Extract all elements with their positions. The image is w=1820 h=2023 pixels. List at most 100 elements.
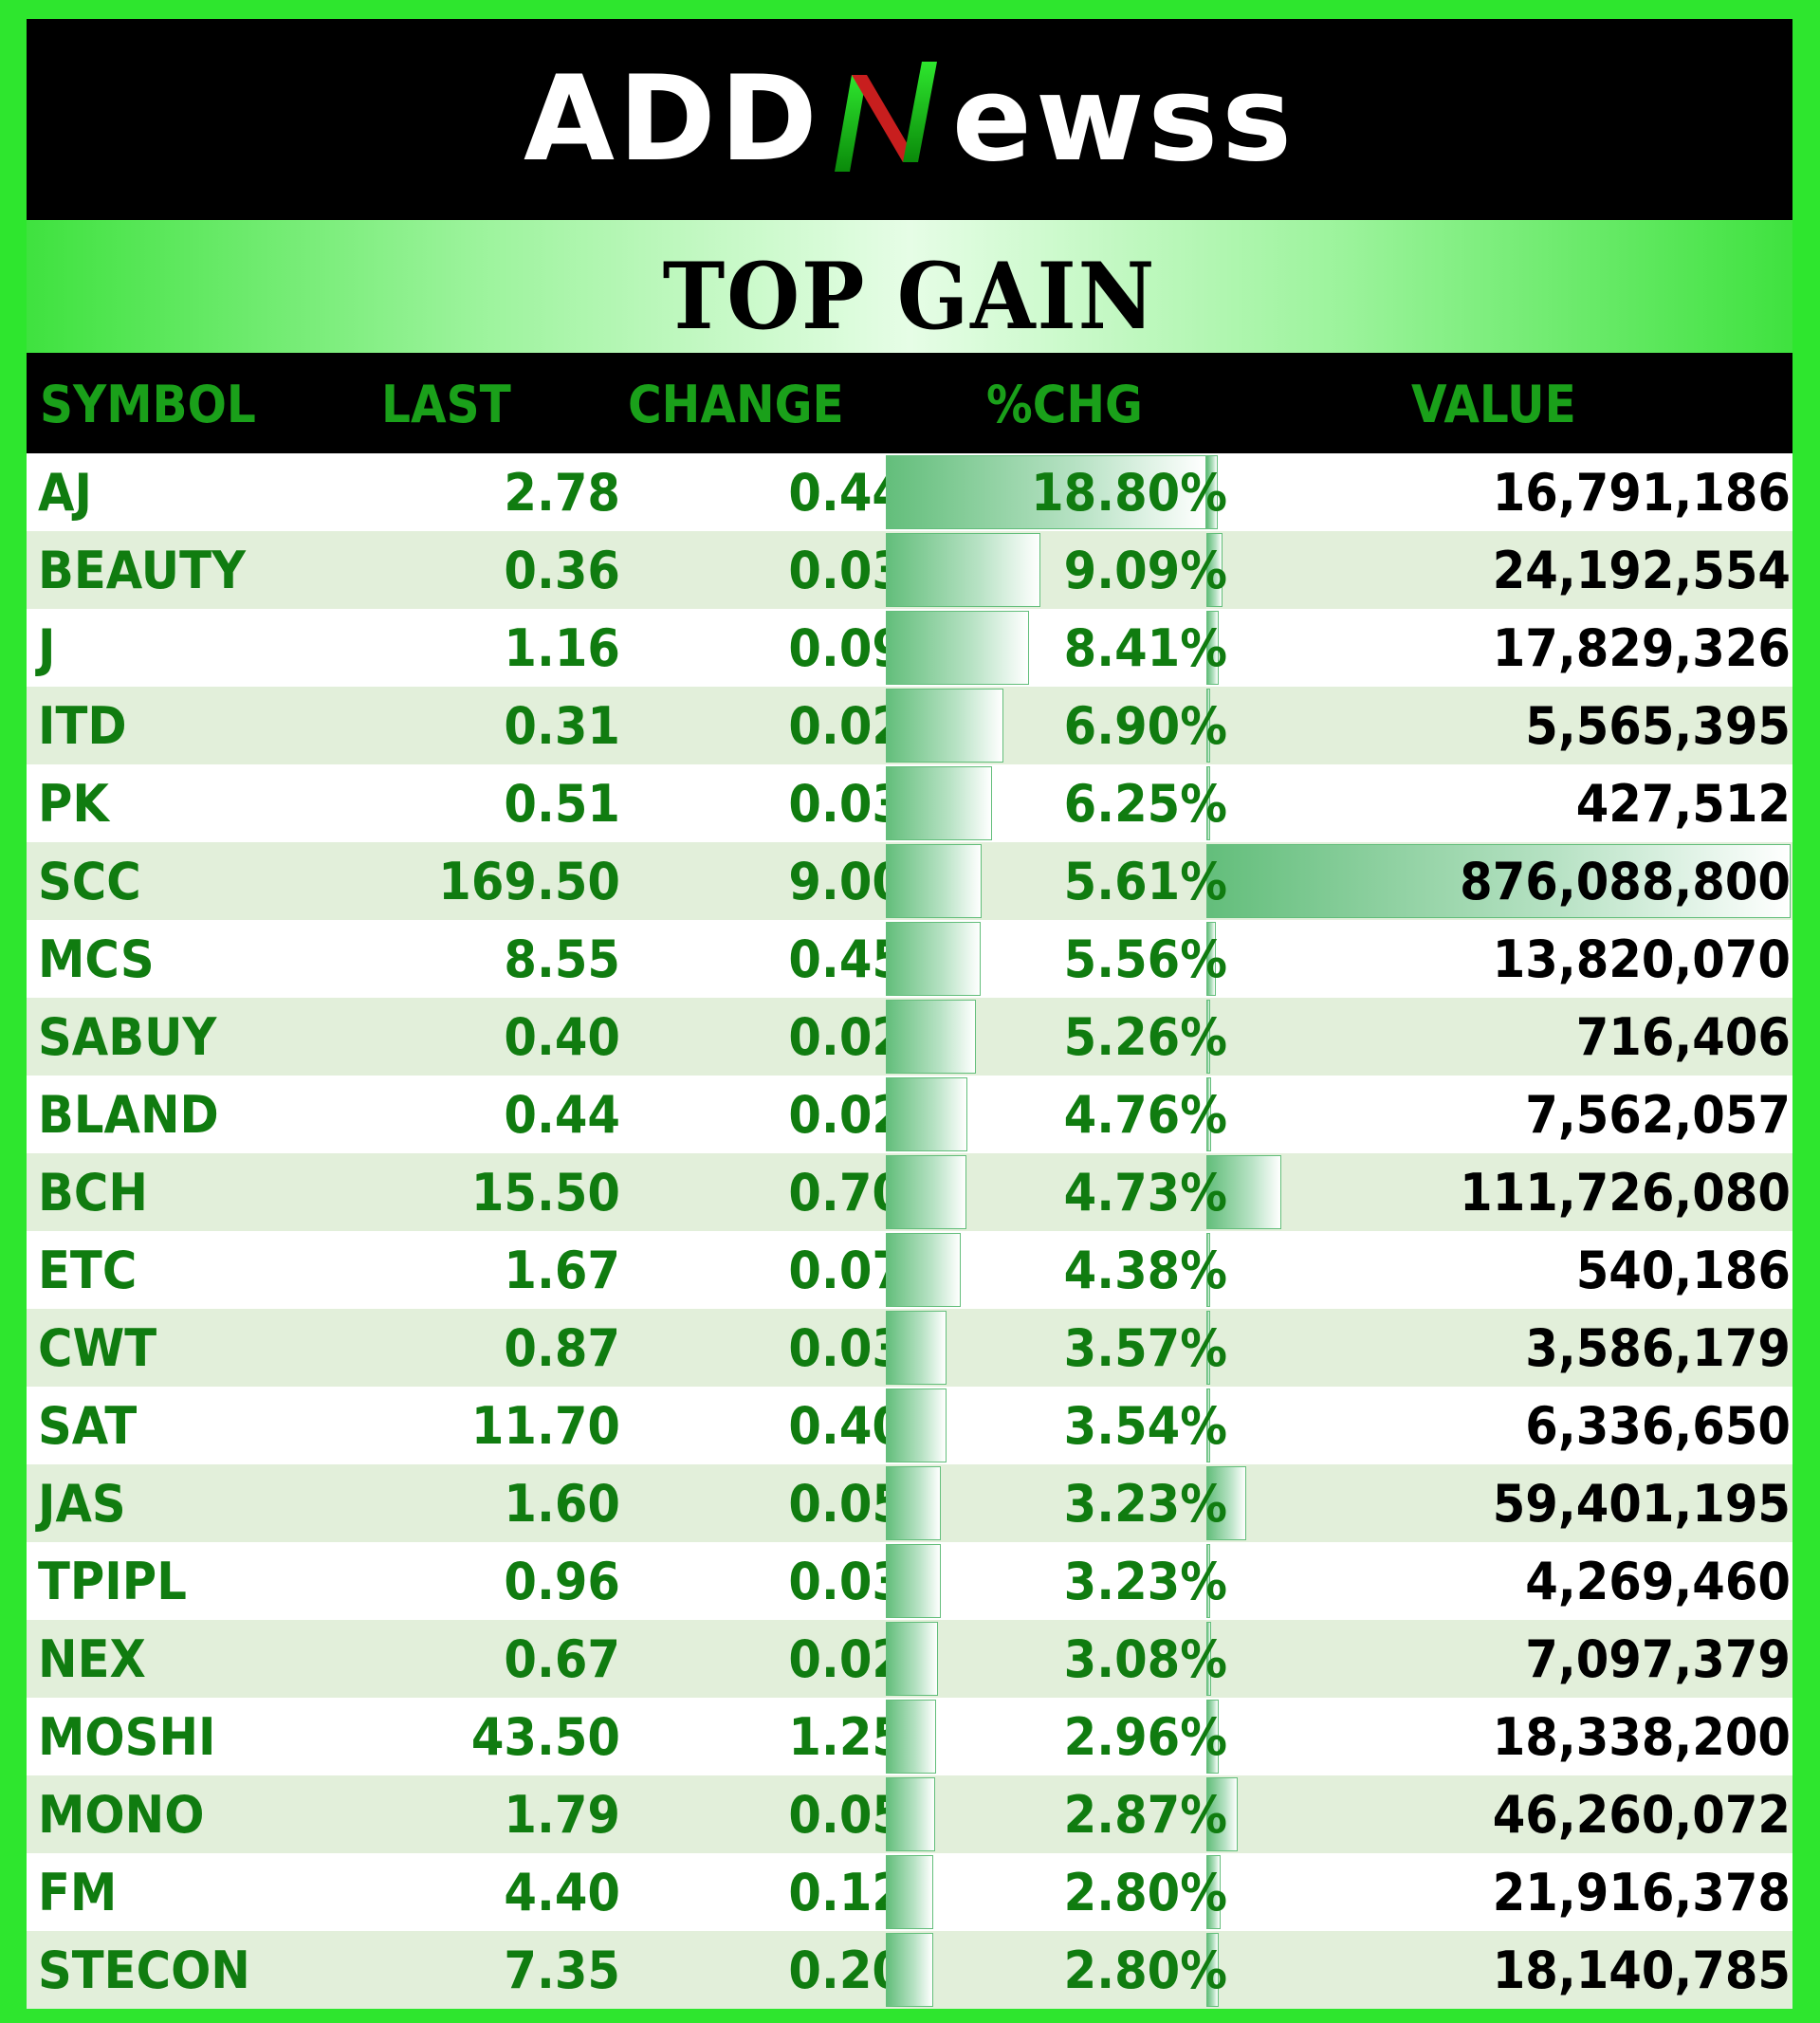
pct-change-cell: 9.09% [1063,541,1227,600]
change-cell: 0.40 [788,1396,905,1456]
table-row: CWT 0.87 0.03 3.57% 3,586,179 [27,1309,1792,1387]
value-databar [1206,1777,1238,1851]
value-databar [1206,455,1218,529]
pct-databar [886,689,1003,763]
change-cell: 0.05 [788,1474,905,1534]
symbol-cell: MONO [38,1785,205,1845]
change-cell: 0.12 [788,1863,905,1922]
col-header-pct: %CHG [986,375,1143,434]
symbol-cell: ITD [38,696,127,756]
change-cell: 0.45 [788,929,905,989]
logo-text-right: ewss [951,51,1296,188]
symbol-cell: PK [38,774,109,834]
col-header-last: LAST [381,375,511,434]
table-row: NEX 0.67 0.02 3.08% 7,097,379 [27,1620,1792,1698]
pct-databar [886,1855,933,1929]
last-cell: 4.40 [504,1863,620,1922]
last-cell: 0.87 [504,1318,620,1378]
value-databar [1206,689,1210,763]
value-cell: 4,269,460 [1525,1552,1791,1611]
change-cell: 0.02 [788,1629,905,1689]
pct-databar [886,844,982,918]
value-databar [1206,533,1223,607]
value-cell: 16,791,186 [1492,463,1791,523]
change-cell: 0.09 [788,618,905,678]
pct-databar [886,1077,967,1151]
pct-change-cell: 4.73% [1063,1163,1227,1223]
change-cell: 0.03 [788,541,905,600]
symbol-cell: CWT [38,1318,157,1378]
pct-change-cell: 8.41% [1063,618,1227,678]
table-row: SCC 169.50 9.00 5.61% 876,088,800 [27,842,1792,920]
table-row: PK 0.51 0.03 6.25% 427,512 [27,764,1792,842]
symbol-cell: NEX [38,1629,146,1689]
last-cell: 0.36 [504,541,620,600]
value-databar [1206,1700,1219,1774]
pct-change-cell: 2.87% [1063,1785,1227,1845]
value-databar [1206,1544,1210,1618]
col-header-symbol: SYMBOL [40,375,256,434]
table-frame: ADD ewss TOP GAIN SYMBOL [27,19,1792,2009]
pct-databar [886,766,992,840]
last-cell: 8.55 [504,929,620,989]
change-cell: 0.05 [788,1785,905,1845]
pct-change-cell: 18.80% [1031,463,1227,523]
pct-change-cell: 2.80% [1063,1940,1227,2000]
last-cell: 1.16 [504,618,620,678]
symbol-cell: ETC [38,1241,138,1300]
value-cell: 46,260,072 [1492,1785,1791,1845]
table-body: AJ 2.78 0.44 18.80% 16,791,186 BEAUTY 0.36 0.03… [27,453,1792,2009]
last-cell: 0.96 [504,1552,620,1611]
pct-change-cell: 3.54% [1063,1396,1227,1456]
pct-databar [886,922,981,996]
pct-databar [886,533,1040,607]
value-cell: 18,140,785 [1492,1940,1791,2000]
value-databar [1206,1155,1281,1229]
value-databar [1206,611,1219,685]
pct-databar [886,455,1206,529]
change-cell: 0.70 [788,1163,905,1223]
value-cell: 7,562,057 [1525,1085,1791,1145]
symbol-cell: BLAND [38,1085,219,1145]
last-cell: 1.79 [504,1785,620,1845]
table-row: BLAND 0.44 0.02 4.76% 7,562,057 [27,1076,1792,1153]
value-databar [1206,1233,1210,1307]
value-databar [1206,766,1210,840]
last-cell: 43.50 [470,1707,620,1767]
symbol-cell: TPIPL [38,1552,187,1611]
last-cell: 0.51 [504,774,620,834]
change-cell: 0.03 [788,1318,905,1378]
change-cell: 0.02 [788,696,905,756]
col-header-change: CHANGE [628,375,844,434]
value-databar [1206,1622,1211,1696]
table-row: JAS 1.60 0.05 3.23% 59,401,195 [27,1464,1792,1542]
pct-change-cell: 4.76% [1063,1085,1227,1145]
change-cell: 0.02 [788,1085,905,1145]
pct-databar [886,1700,936,1774]
table-row: STECON 7.35 0.20 2.80% 18,140,785 [27,1931,1792,2009]
last-cell: 0.67 [504,1629,620,1689]
table-row: MOSHI 43.50 1.25 2.96% 18,338,200 [27,1698,1792,1775]
symbol-cell: MOSHI [38,1707,216,1767]
last-cell: 7.35 [504,1940,620,2000]
value-databar [1206,922,1216,996]
table-row: BEAUTY 0.36 0.03 9.09% 24,192,554 [27,531,1792,609]
symbol-cell: SAT [38,1396,138,1456]
last-cell: 169.50 [438,852,620,911]
symbol-cell: J [38,618,56,678]
addnewss-logo: ADD ewss [524,48,1296,191]
value-cell: 876,088,800 [1460,852,1791,911]
pct-change-cell: 5.56% [1063,929,1227,989]
pct-databar [886,1466,941,1540]
table-row: AJ 2.78 0.44 18.80% 16,791,186 [27,453,1792,531]
change-cell: 0.03 [788,774,905,834]
pct-databar [886,1155,966,1229]
pct-databar [886,1544,941,1618]
table-row: SABUY 0.40 0.02 5.26% 716,406 [27,998,1792,1076]
value-databar [1206,1000,1210,1074]
symbol-cell: SABUY [38,1007,217,1067]
pct-databar [886,1933,933,2007]
col-header-value: VALUE [1411,375,1576,434]
logo-text-left: ADD [523,51,821,188]
change-cell: 1.25 [788,1707,905,1767]
